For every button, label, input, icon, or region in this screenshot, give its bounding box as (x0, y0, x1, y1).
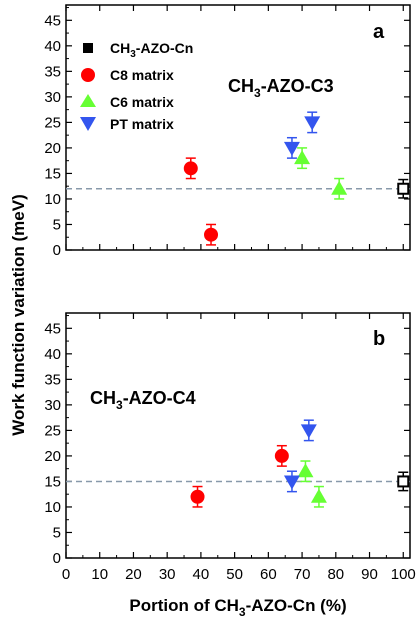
data-marker-triangle-up (310, 488, 327, 503)
data-marker-square-open (397, 182, 410, 195)
data-point (397, 178, 410, 199)
y-tick-label: 30 (44, 89, 61, 106)
panel-b: 0 5 10 15 20 25 30 35 40 45 0 10 20 30 40 50 60 70 80 90 10… (44, 312, 416, 583)
data-marker-circle (190, 489, 205, 504)
data-marker-triangle-down (304, 116, 321, 131)
data-point (283, 470, 300, 493)
y-tick-label: 35 (44, 371, 61, 388)
y-tick-label: 30 (44, 397, 61, 414)
data-marker-circle (274, 448, 289, 463)
data-point (183, 157, 198, 180)
y-tick-label: 5 (53, 216, 61, 233)
data-marker-triangle-up (297, 463, 314, 478)
panel-a: 0 5 10 15 20 25 30 35 40 45 a CH3-AZO-C3 CH3-AZO-… (44, 4, 411, 259)
data-marker-triangle-down (283, 141, 300, 156)
y-tick-label: 45 (44, 12, 61, 29)
x-axis-title: Portion of CH3-AZO-Cn (%) (129, 596, 346, 619)
panel-b-annotation: CH3-AZO-C4 (90, 388, 196, 412)
x-tick-label: 100 (391, 566, 416, 583)
legend-label-pt: PT matrix (110, 116, 174, 132)
panel-b-letter: b (373, 328, 385, 350)
data-marker-circle (204, 227, 219, 242)
data-point (310, 485, 327, 508)
panel-a-frame (65, 4, 411, 251)
y-tick-label: 40 (44, 38, 61, 55)
data-point (297, 460, 314, 483)
legend-label-c8: C8 matrix (110, 67, 174, 83)
x-tick-label: 0 (62, 566, 70, 583)
y-tick-label: 25 (44, 114, 61, 131)
data-point (300, 419, 317, 442)
y-tick-label: 25 (44, 422, 61, 439)
x-tick-label: 10 (91, 566, 108, 583)
data-marker-triangle-down (300, 424, 317, 439)
y-tick-label: 15 (44, 473, 61, 490)
y-tick-label: 5 (53, 524, 61, 541)
data-marker-square-open (397, 475, 410, 488)
y-tick-label: 20 (44, 140, 61, 157)
panel-b-x-ticks: 0 10 20 30 40 50 60 70 80 90 100 (62, 313, 416, 583)
data-point (397, 471, 410, 492)
x-tick-label: 80 (327, 566, 344, 583)
legend-marker-triangle-down (80, 117, 96, 131)
legend-label-c6: C6 matrix (110, 94, 174, 110)
legend-marker-square (83, 43, 93, 53)
y-tick-label: 0 (53, 550, 61, 567)
legend: CH3-AZO-Cn C8 matrix C6 matrix PT matrix (80, 40, 193, 132)
data-point (190, 485, 205, 508)
y-tick-label: 45 (44, 320, 61, 337)
y-tick-label: 10 (44, 191, 61, 208)
legend-item-ch3-azo-cn: CH3-AZO-Cn (83, 40, 193, 60)
data-point (294, 147, 311, 170)
y-tick-label: 10 (44, 499, 61, 516)
panel-a-letter: a (373, 21, 385, 43)
data-point (331, 177, 348, 200)
panel-a-y-ticks: 0 5 10 15 20 25 30 35 40 45 (44, 7, 410, 259)
legend-item-pt: PT matrix (80, 116, 174, 132)
data-point (274, 444, 289, 467)
y-tick-label: 40 (44, 346, 61, 363)
x-tick-label: 70 (294, 566, 311, 583)
x-tick-label: 50 (226, 566, 243, 583)
data-marker-triangle-up (294, 150, 311, 165)
y-tick-label: 0 (53, 242, 61, 259)
data-point (304, 111, 321, 134)
y-tick-label: 20 (44, 448, 61, 465)
x-tick-label: 30 (159, 566, 176, 583)
x-tick-label: 20 (125, 566, 142, 583)
y-tick-label: 15 (44, 165, 61, 182)
data-point (204, 223, 219, 246)
y-tick-label: 35 (44, 63, 61, 80)
data-marker-triangle-down (283, 475, 300, 490)
legend-marker-circle (81, 68, 95, 82)
panel-b-data-points (190, 419, 410, 508)
data-marker-triangle-up (331, 180, 348, 195)
legend-item-c8: C8 matrix (81, 67, 174, 83)
x-tick-label: 90 (361, 566, 378, 583)
panel-a-data-points (183, 111, 410, 246)
panel-b-y-ticks: 0 5 10 15 20 25 30 35 40 45 (44, 315, 410, 567)
panel-a-x-ticks (65, 5, 404, 250)
panel-a-annotation: CH3-AZO-C3 (228, 76, 334, 100)
legend-label-ch3-azo-cn: CH3-AZO-Cn (110, 40, 193, 60)
y-axis-title: Work function variation (meV) (9, 194, 28, 436)
panel-b-frame (65, 312, 411, 559)
data-marker-circle (183, 161, 198, 176)
data-point (283, 136, 300, 159)
legend-item-c6: C6 matrix (80, 94, 174, 110)
legend-marker-triangle-up (80, 94, 96, 107)
x-tick-label: 40 (193, 566, 210, 583)
x-tick-label: 60 (260, 566, 277, 583)
